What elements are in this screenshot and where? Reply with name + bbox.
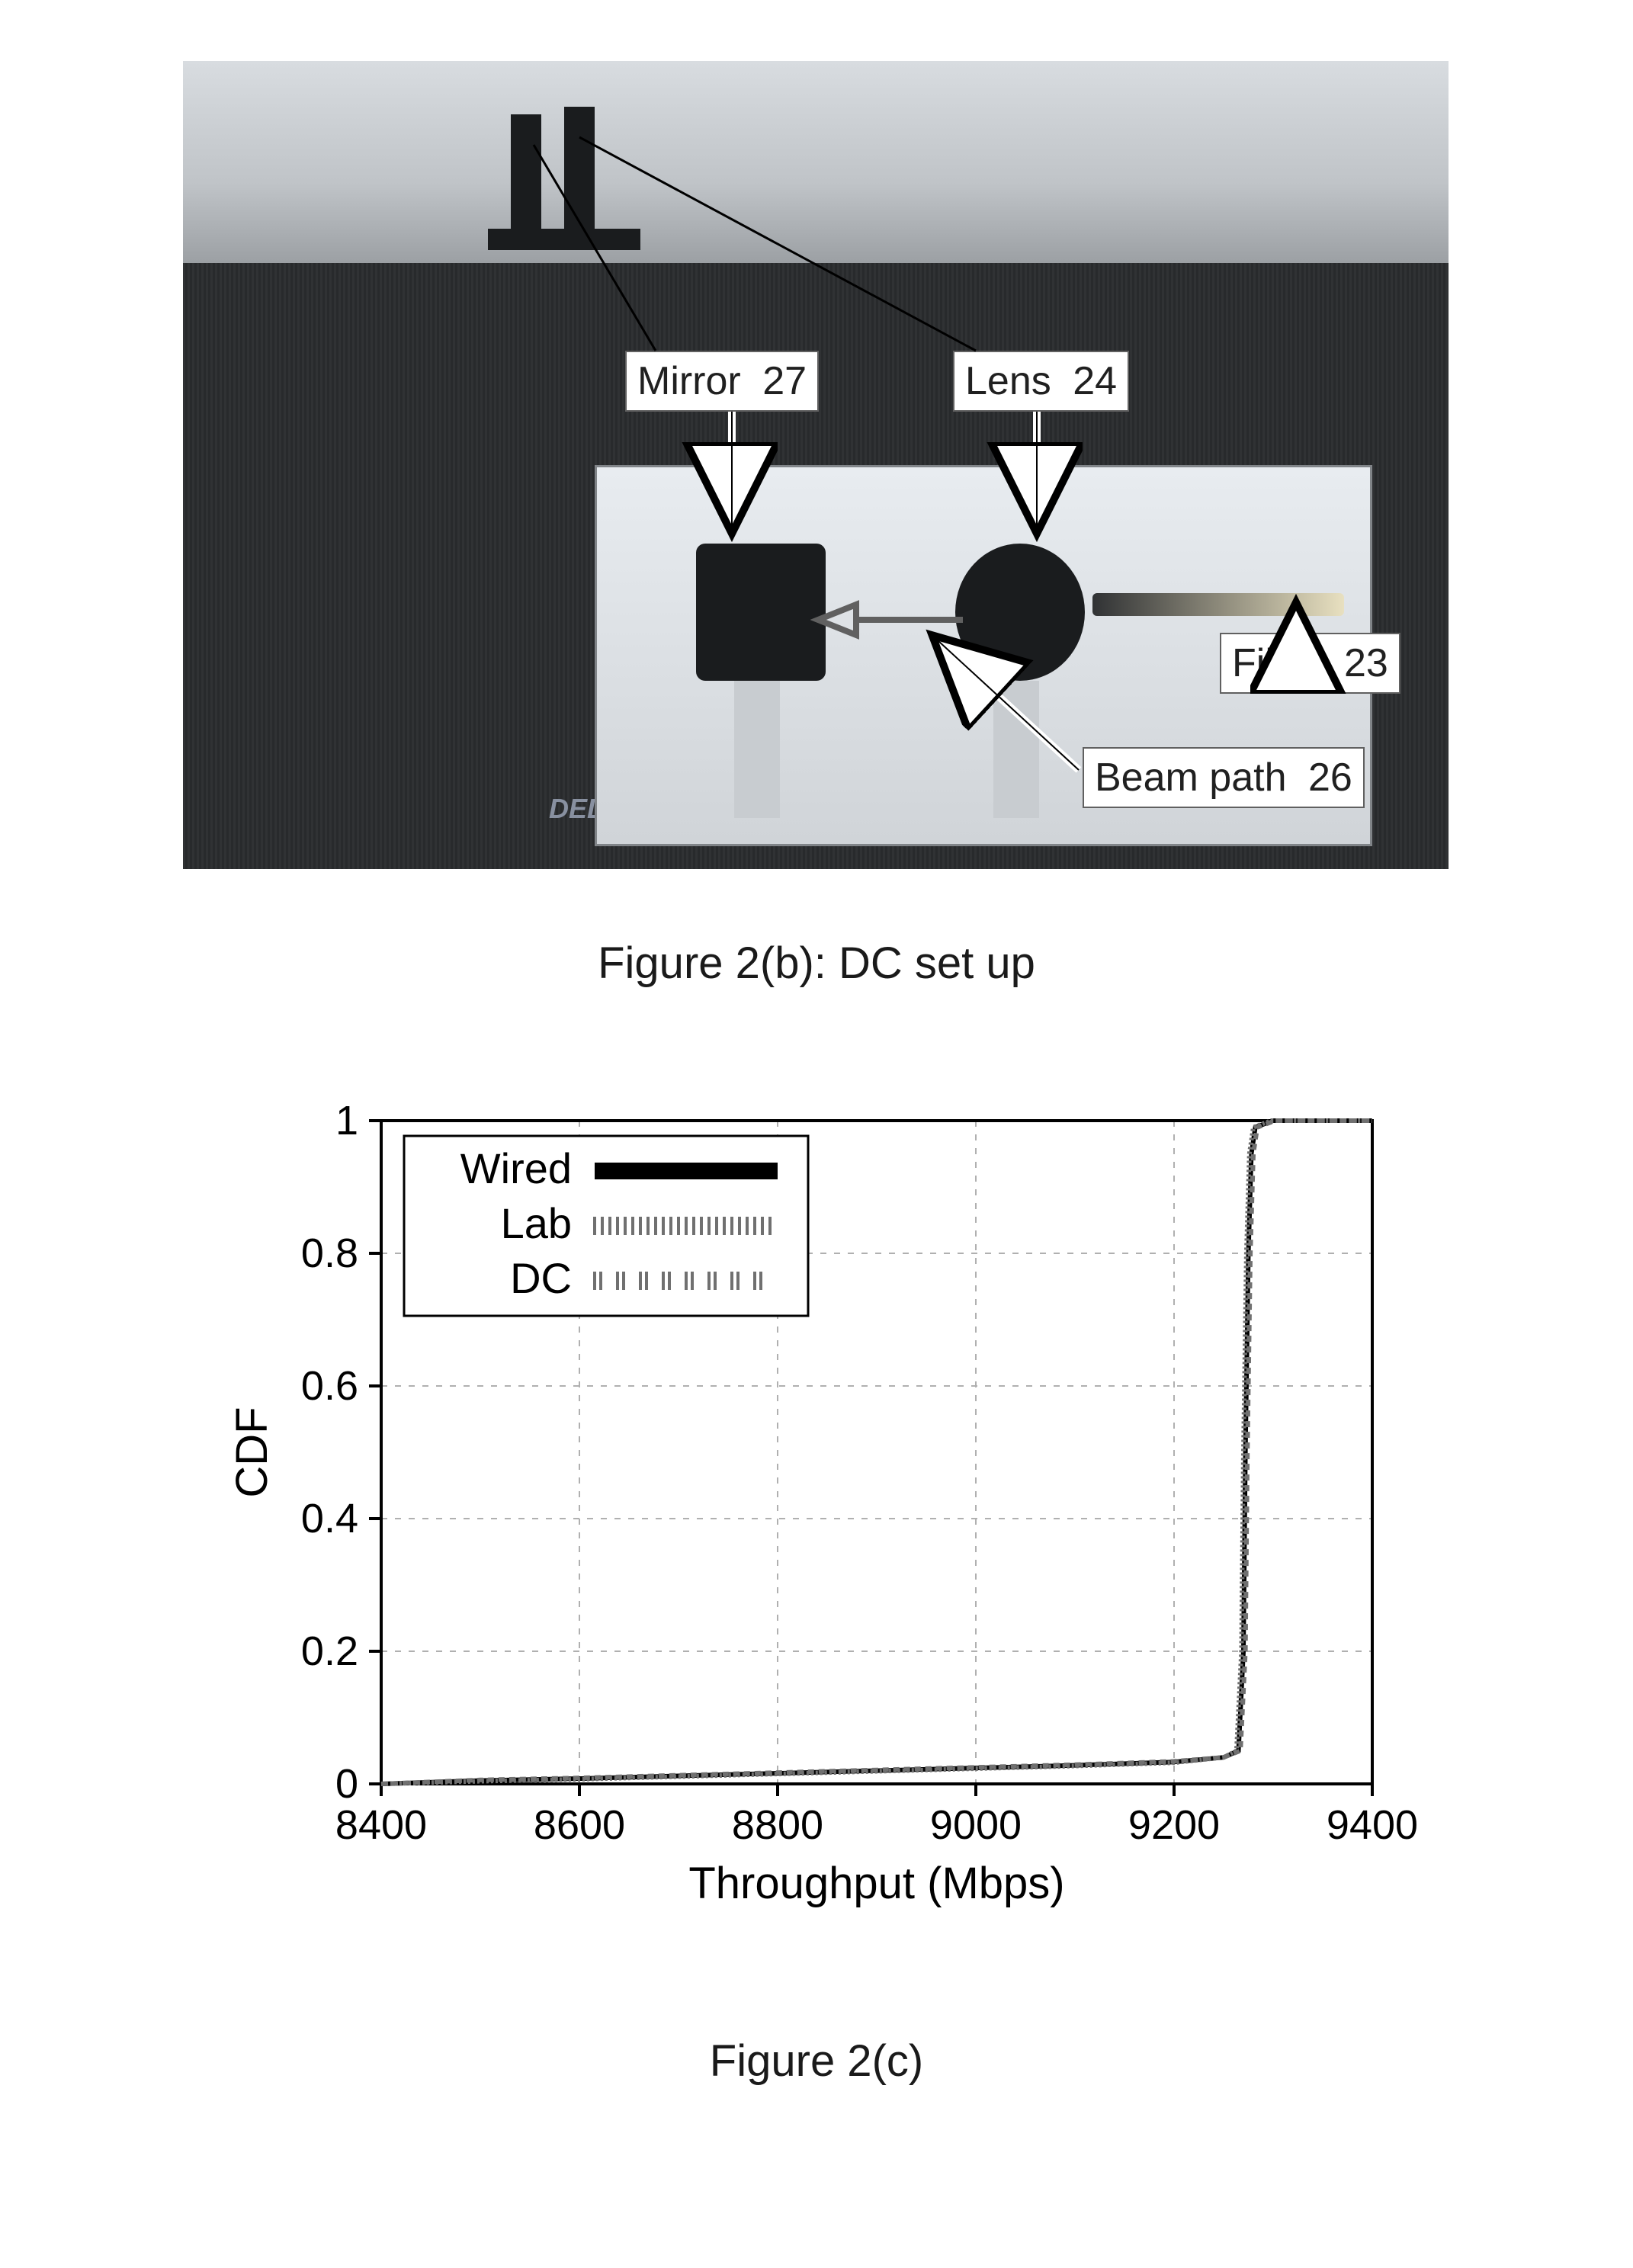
- annotation-label: Beam path: [1095, 755, 1287, 800]
- svg-text:9000: 9000: [930, 1802, 1022, 1848]
- svg-text:8800: 8800: [732, 1802, 823, 1848]
- figure-2b: DELL Mirror 27 Lens 24 Fiber 23: [183, 61, 1449, 869]
- optical-stand: [511, 114, 541, 236]
- annotation-lens: Lens 24: [953, 351, 1129, 412]
- figure-2c-chart: 8400 8600 8800 9000 9200 9400 0 0.2 0.4 0.6 0.8 1 Th…: [213, 1090, 1418, 1929]
- svg-text:0.8: 0.8: [301, 1230, 358, 1276]
- svg-text:Lab: Lab: [501, 1199, 572, 1247]
- photo-ceiling-area: [183, 61, 1449, 263]
- annotation-num: 27: [762, 359, 807, 403]
- svg-text:DC: DC: [510, 1254, 572, 1302]
- mirror-mount: [696, 544, 826, 681]
- annotation-num: 23: [1344, 641, 1388, 685]
- svg-text:Throughput (Mbps): Throughput (Mbps): [688, 1859, 1064, 1908]
- annotation-fiber: Fiber 23: [1220, 633, 1400, 694]
- lens-post: [993, 681, 1039, 818]
- svg-text:0.2: 0.2: [301, 1628, 358, 1674]
- stand-base: [488, 229, 640, 250]
- annotation-label: Mirror: [637, 359, 741, 403]
- svg-text:9400: 9400: [1327, 1802, 1418, 1848]
- svg-text:CDF: CDF: [227, 1407, 277, 1497]
- svg-text:8400: 8400: [335, 1802, 427, 1848]
- fiber-cable: [1092, 593, 1344, 616]
- cdf-chart-svg: 8400 8600 8800 9000 9200 9400 0 0.2 0.4 0.6 0.8 1 Th…: [213, 1090, 1418, 1929]
- annotation-label: Fiber: [1232, 641, 1322, 685]
- dc-photo-background: DELL Mirror 27 Lens 24 Fiber 23: [183, 61, 1449, 869]
- annotation-beam-path: Beam path 26: [1083, 747, 1365, 808]
- svg-text:8600: 8600: [534, 1802, 625, 1848]
- figure-2b-caption: Figure 2(b): DC set up: [0, 938, 1633, 989]
- optical-stand: [564, 107, 595, 236]
- svg-text:0: 0: [335, 1761, 358, 1807]
- svg-text:9200: 9200: [1128, 1802, 1220, 1848]
- annotation-num: 26: [1308, 755, 1352, 800]
- beam-arrow: [810, 582, 978, 658]
- svg-text:Wired: Wired: [460, 1144, 572, 1192]
- annotation-label: Lens: [965, 359, 1051, 403]
- svg-text:0.6: 0.6: [301, 1363, 358, 1409]
- figure-2c-caption: Figure 2(c): [0, 2035, 1633, 2087]
- mirror-post: [734, 681, 780, 818]
- annotation-num: 24: [1073, 359, 1117, 403]
- svg-text:1: 1: [335, 1098, 358, 1144]
- annotation-mirror: Mirror 27: [625, 351, 819, 412]
- svg-text:0.4: 0.4: [301, 1496, 358, 1541]
